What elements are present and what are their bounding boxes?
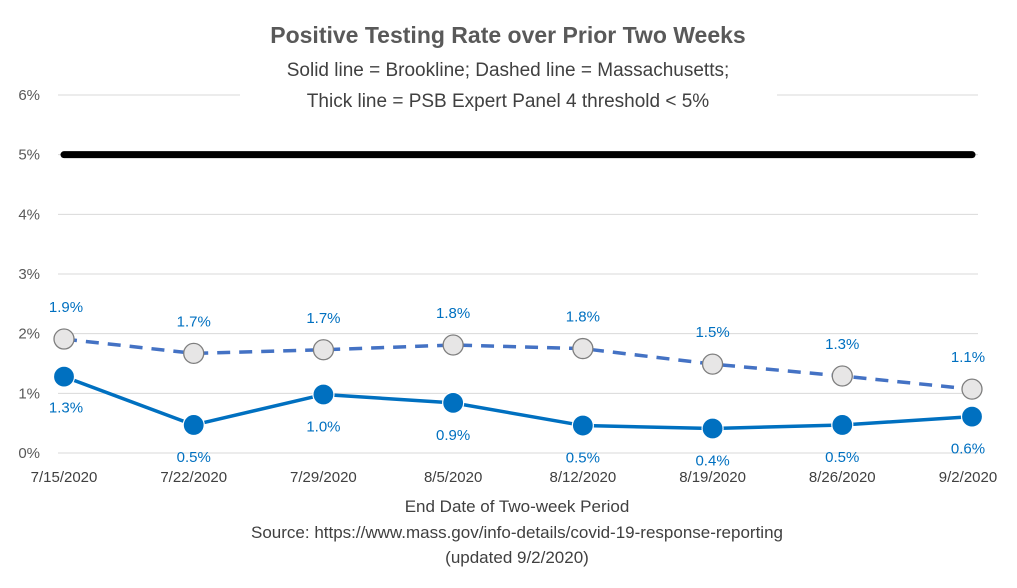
- massachusetts-data-label: 1.9%: [49, 299, 83, 316]
- brookline-point: [701, 417, 724, 440]
- brookline-point: [52, 365, 76, 388]
- massachusetts-data-label: 1.7%: [306, 310, 340, 327]
- series-group: [52, 151, 984, 440]
- brookline-point: [442, 391, 465, 414]
- massachusetts-data-label: 1.8%: [566, 309, 600, 326]
- y-tick-label: 6%: [18, 87, 40, 104]
- x-axis-label: End Date of Two-week Period: [405, 497, 630, 516]
- massachusetts-point: [183, 342, 205, 365]
- gridlines: [58, 94, 978, 454]
- brookline-data-label: 1.0%: [306, 419, 340, 436]
- brookline-point: [312, 383, 335, 406]
- title-block: Positive Testing Rate over Prior Two Wee…: [240, 22, 777, 122]
- brookline-data-label: 0.5%: [566, 450, 600, 467]
- x-tick-label: 7/22/2020: [160, 469, 227, 486]
- x-tick-label: 8/12/2020: [549, 469, 616, 486]
- y-tick-label: 2%: [18, 326, 40, 343]
- brookline-point: [831, 413, 854, 437]
- y-tick-label: 1%: [18, 385, 40, 402]
- massachusetts-line: [63, 337, 973, 391]
- y-tick-label: 0%: [18, 445, 40, 462]
- massachusetts-data-label: 1.7%: [177, 313, 211, 330]
- massachusetts-point: [831, 365, 853, 387]
- brookline-point: [182, 413, 205, 437]
- brookline-data-label: 0.4%: [695, 453, 729, 470]
- chart-subtitle-line-1: Solid line = Brookline; Dashed line = Ma…: [287, 60, 730, 81]
- y-tick-label: 4%: [18, 206, 40, 223]
- massachusetts-data-label: 1.3%: [825, 336, 859, 353]
- massachusetts-point: [53, 328, 75, 350]
- y-axis-ticks: 0% 1% 2% 3% 4% 5% 6%: [18, 87, 40, 462]
- brookline-data-label: 0.6%: [951, 441, 985, 458]
- x-tick-label: 8/5/2020: [424, 469, 482, 486]
- y-tick-label: 5%: [18, 147, 40, 164]
- data-labels: 1.9% 1.7% 1.7% 1.8% 1.8% 1.5% 1.3% 1.1% 1.3% 0.5%…: [49, 299, 985, 470]
- y-tick-label: 3%: [18, 266, 40, 283]
- source-note: Source: https://www.mass.gov/info-detail…: [251, 523, 783, 542]
- massachusetts-data-label: 1.1%: [951, 349, 985, 366]
- brookline-data-label: 0.5%: [177, 449, 211, 466]
- brookline-line: [62, 374, 974, 431]
- subtitle-background: [240, 58, 777, 122]
- brookline-data-label: 0.9%: [436, 427, 470, 444]
- brookline-point: [960, 405, 984, 428]
- x-tick-label: 9/2/2020: [939, 469, 997, 486]
- brookline-data-label: 1.3%: [49, 400, 83, 417]
- massachusetts-point: [312, 339, 335, 361]
- x-tick-label: 8/19/2020: [679, 469, 746, 486]
- x-tick-label: 7/29/2020: [290, 469, 357, 486]
- massachusetts-point: [701, 353, 724, 375]
- massachusetts-point: [961, 378, 983, 400]
- updated-note: (updated 9/2/2020): [445, 548, 589, 567]
- massachusetts-point: [442, 334, 464, 356]
- massachusetts-data-label: 1.5%: [695, 324, 729, 341]
- massachusetts-point: [572, 337, 594, 360]
- brookline-data-label: 0.5%: [825, 449, 859, 466]
- chart-subtitle-line-2: Thick line = PSB Expert Panel 4 threshol…: [307, 91, 709, 112]
- x-tick-label: 7/15/2020: [31, 469, 98, 486]
- chart-title: Positive Testing Rate over Prior Two Wee…: [270, 22, 745, 48]
- x-axis-ticks: 7/15/2020 7/22/2020 7/29/2020 8/5/2020 8/12/…: [31, 469, 998, 486]
- x-tick-label: 8/26/2020: [809, 469, 876, 486]
- massachusetts-data-label: 1.8%: [436, 305, 470, 322]
- brookline-point: [571, 414, 594, 437]
